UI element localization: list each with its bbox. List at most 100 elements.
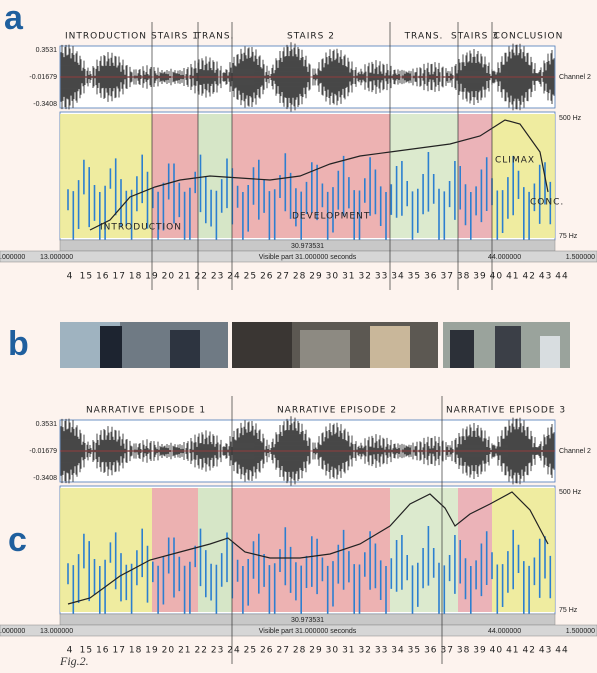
region [60,488,152,612]
second-label: 27 [276,272,289,282]
second-label: 4 [67,272,74,282]
second-label: 15 [80,272,93,282]
time-label: 13.000000 [40,254,73,261]
section-label: STAIRS 3 [451,32,499,42]
second-label: 20 [162,646,175,656]
time-label: .000000 [0,254,25,261]
second-label: 29 [309,646,322,656]
second-label: 24 [227,272,240,282]
second-label: 25 [244,272,257,282]
second-label: 40 [490,272,503,282]
time-label: Visible part 31.000000 seconds [259,628,357,635]
annotation: DEVELOPMENT [292,212,370,222]
amplitude-label: -0.01679 [29,448,57,455]
second-label: 21 [178,646,191,656]
second-label: 34 [391,272,404,282]
section-label: NARRATIVE EPISODE 2 [277,406,397,416]
second-label: 32 [358,646,371,656]
panel-letter: a [4,0,24,37]
second-label: 17 [112,646,125,656]
freq-label: 500 Hz [559,115,582,122]
section-label: CONCLUSION [494,32,564,42]
second-label: 41 [506,272,519,282]
photo [370,326,410,368]
selection-label: 30.973531 [291,617,324,624]
time-label: 44.000000 [488,628,521,635]
time-label: 13.000000 [40,628,73,635]
second-label: 40 [490,646,503,656]
time-bar [0,250,597,263]
second-label: 33 [375,272,388,282]
freq-label: 500 Hz [559,489,582,496]
time-label: Visible part 31.000000 seconds [259,254,357,261]
pitch-streaks [67,526,552,626]
second-label: 22 [194,646,207,656]
section-label: INTRODUCTION [65,32,147,42]
second-label: 23 [211,646,224,656]
selection-label: 30.973531 [291,243,324,250]
second-label: 16 [96,272,109,282]
second-label: 20 [162,272,175,282]
time-label: .000000 [0,628,25,635]
amplitude-label: -0.01679 [29,74,57,81]
time-label: 1.500000 [566,628,595,635]
second-label: 4 [67,646,74,656]
second-label: 21 [178,272,191,282]
second-label: 16 [96,646,109,656]
second-label: 44 [555,272,568,282]
second-label: 44 [555,646,568,656]
second-label: 38 [457,646,470,656]
second-label: 18 [129,646,142,656]
amplitude-label: 0.3531 [36,47,58,54]
section-label: STAIRS 1 [151,32,199,42]
second-label: 39 [473,272,486,282]
pitch-streaks [67,152,552,252]
second-label: 31 [342,646,355,656]
amplitude-label: -0.3408 [33,475,57,482]
second-label: 43 [539,272,552,282]
pitch-contour [89,119,549,231]
freq-label: 75 Hz [559,607,578,614]
photo [495,326,521,368]
second-label: 24 [227,646,240,656]
second-label: 25 [244,646,257,656]
panel-letter: b [8,325,29,363]
section-label: STAIRS 2 [287,32,335,42]
section-label: TRANS. [195,32,235,42]
annotation: CONC. [530,198,564,208]
second-label: 42 [522,646,535,656]
region [60,114,152,238]
region [390,114,458,238]
second-label: 29 [309,272,322,282]
caption: Fig.2. [59,654,89,668]
second-label: 30 [326,272,339,282]
section-label: TRANS. [404,32,444,42]
time-bar [0,624,597,637]
second-label: 39 [473,646,486,656]
second-label: 37 [440,272,453,282]
second-label: 30 [326,646,339,656]
second-label: 33 [375,646,388,656]
second-label: 32 [358,272,371,282]
second-label: 28 [293,646,306,656]
second-label: 41 [506,646,519,656]
second-label: 28 [293,272,306,282]
photo-strip [60,322,570,368]
time-label: 1.500000 [566,254,595,261]
second-label: 38 [457,272,470,282]
second-label: 34 [391,646,404,656]
second-label: 37 [440,646,453,656]
second-label: 36 [424,646,437,656]
photo [300,330,350,368]
section-label: NARRATIVE EPISODE 3 [446,406,566,416]
pitch-contour [67,491,549,605]
region [390,488,458,612]
second-label: 31 [342,272,355,282]
second-label: 27 [276,646,289,656]
amplitude-label: -0.3408 [33,101,57,108]
time-label: 44.000000 [488,254,521,261]
second-label: 26 [260,272,273,282]
freq-label: 75 Hz [559,233,578,240]
second-label: 17 [112,272,125,282]
